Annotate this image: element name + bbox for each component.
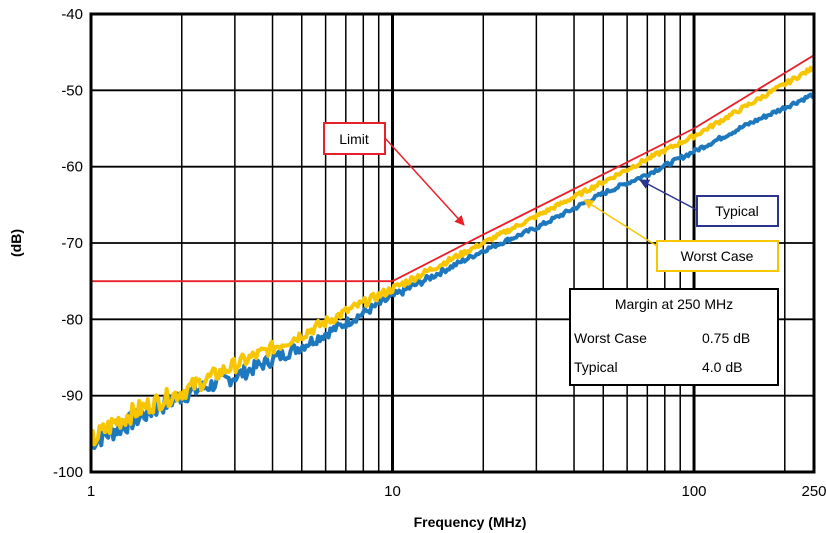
y-tick-label: -50 (61, 82, 83, 99)
y-tick-label: -60 (61, 159, 83, 176)
x-axis-label: Frequency (MHz) (414, 514, 527, 530)
limit-arrow (383, 136, 465, 226)
typical-annotation: Typical (639, 179, 779, 227)
limit-annotation: Limit (323, 122, 465, 226)
x-tick-label: 100 (682, 483, 707, 500)
y-tick-label: -40 (61, 6, 83, 23)
margin-title: Margin at 250 MHz (615, 296, 733, 312)
series-line-typical (91, 91, 814, 450)
typical-label: Typical (715, 203, 759, 219)
worst-case-annotation: Worst Case (583, 199, 779, 272)
y-tick-label: -100 (53, 464, 83, 481)
worst-case-label: Worst Case (681, 248, 754, 264)
ticks: 1 10 100 250 -100 -90 -80 -70 -60 -50 -40 (53, 6, 826, 500)
series-line-limit (91, 54, 814, 283)
x-tick-label: 10 (384, 483, 401, 500)
y-tick-label: -70 (61, 235, 83, 252)
margin-row-value: 0.75 dB (702, 330, 750, 346)
typical-arrow (639, 179, 698, 211)
x-tick-label: 1 (87, 483, 95, 500)
margin-row-value: 4.0 dB (702, 359, 742, 375)
series-layer (91, 54, 814, 450)
margin-row-label: Typical (574, 359, 618, 375)
worst-case-arrow (583, 199, 658, 247)
worst-case-label-box (656, 240, 779, 272)
x-tick-label: 250 (801, 483, 826, 500)
limit-label: Limit (339, 131, 369, 147)
plot-frame (89, 12, 816, 474)
y-tick-label: -80 (61, 311, 83, 328)
limit-label-box (323, 122, 386, 155)
typical-label-box (696, 195, 779, 227)
y-tick-label: -90 (61, 388, 83, 405)
margin-row-label: Worst Case (574, 330, 647, 346)
y-axis-label: (dB) (8, 229, 24, 257)
series-line-worst-case (91, 65, 814, 447)
margin-table-box (569, 288, 779, 386)
margin-table: Margin at 250 MHz Worst Case 0.75 dB Typ… (569, 288, 779, 386)
